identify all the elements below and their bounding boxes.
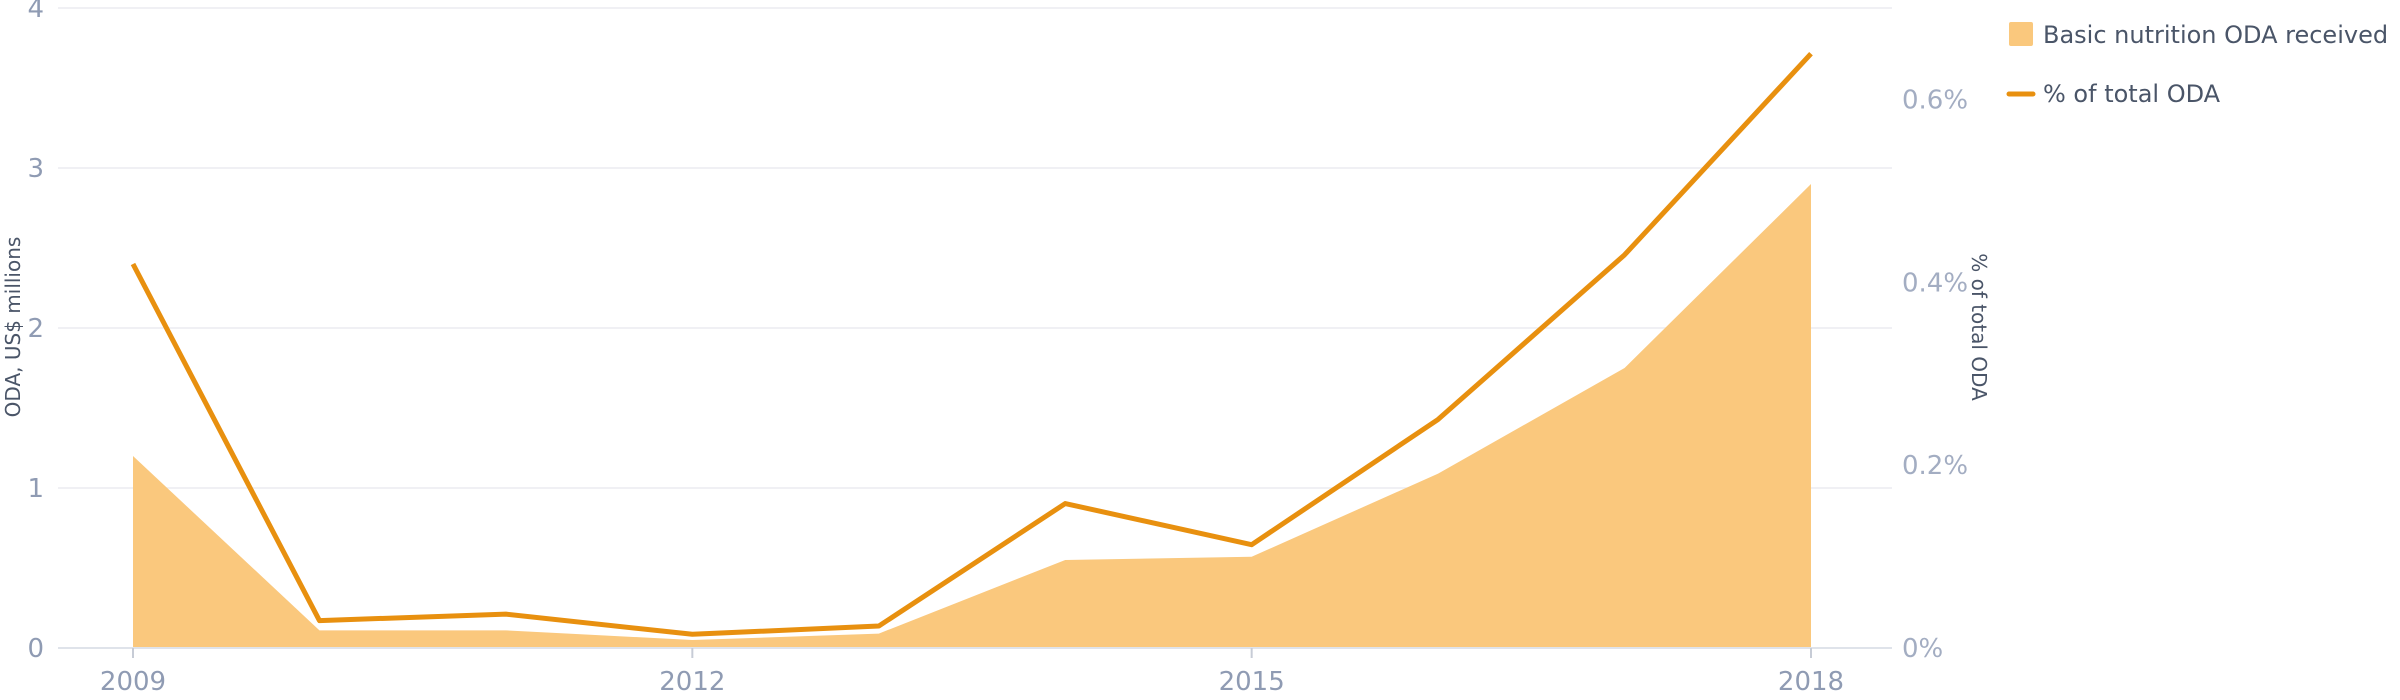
- y-tick-label-right: 0.6%: [1902, 85, 1968, 115]
- y-tick-label-right: 0.2%: [1902, 451, 1968, 481]
- legend-area-swatch: [2009, 22, 2033, 46]
- line-series: [130, 52, 1813, 637]
- y-tick-label-left: 4: [27, 0, 44, 24]
- x-tick-label: 2018: [1778, 667, 1844, 697]
- y-axis-title-left: ODA, US$ millions: [1, 237, 25, 418]
- y-tick-label-left: 1: [27, 474, 44, 504]
- legend-area-label: Basic nutrition ODA received: [2043, 21, 2388, 49]
- area-series: [133, 184, 1811, 648]
- y-tick-label-right: 0.4%: [1902, 268, 1968, 298]
- x-tick-label: 2009: [100, 667, 166, 697]
- x-tick-label: 2012: [659, 667, 725, 697]
- area-basic-nutrition-oda: [133, 184, 1811, 648]
- axes: 0 1 2 3 4 0% 0.2% 0.4% 0.6% 2009 2012 2015 2018: [27, 0, 1968, 697]
- y-axis-title-right: % of total ODA: [1967, 253, 1991, 401]
- y-tick-label-left: 3: [27, 154, 44, 184]
- line-percent-total-oda: [130, 52, 1813, 637]
- y-tick-label-right: 0%: [1902, 634, 1943, 664]
- legend-line-label: % of total ODA: [2043, 80, 2221, 108]
- y-tick-label-left: 2: [27, 314, 44, 344]
- x-tick-label: 2015: [1219, 667, 1285, 697]
- y-tick-label-left: 0: [27, 634, 44, 664]
- legend: Basic nutrition ODA received % of total …: [2006, 21, 2388, 108]
